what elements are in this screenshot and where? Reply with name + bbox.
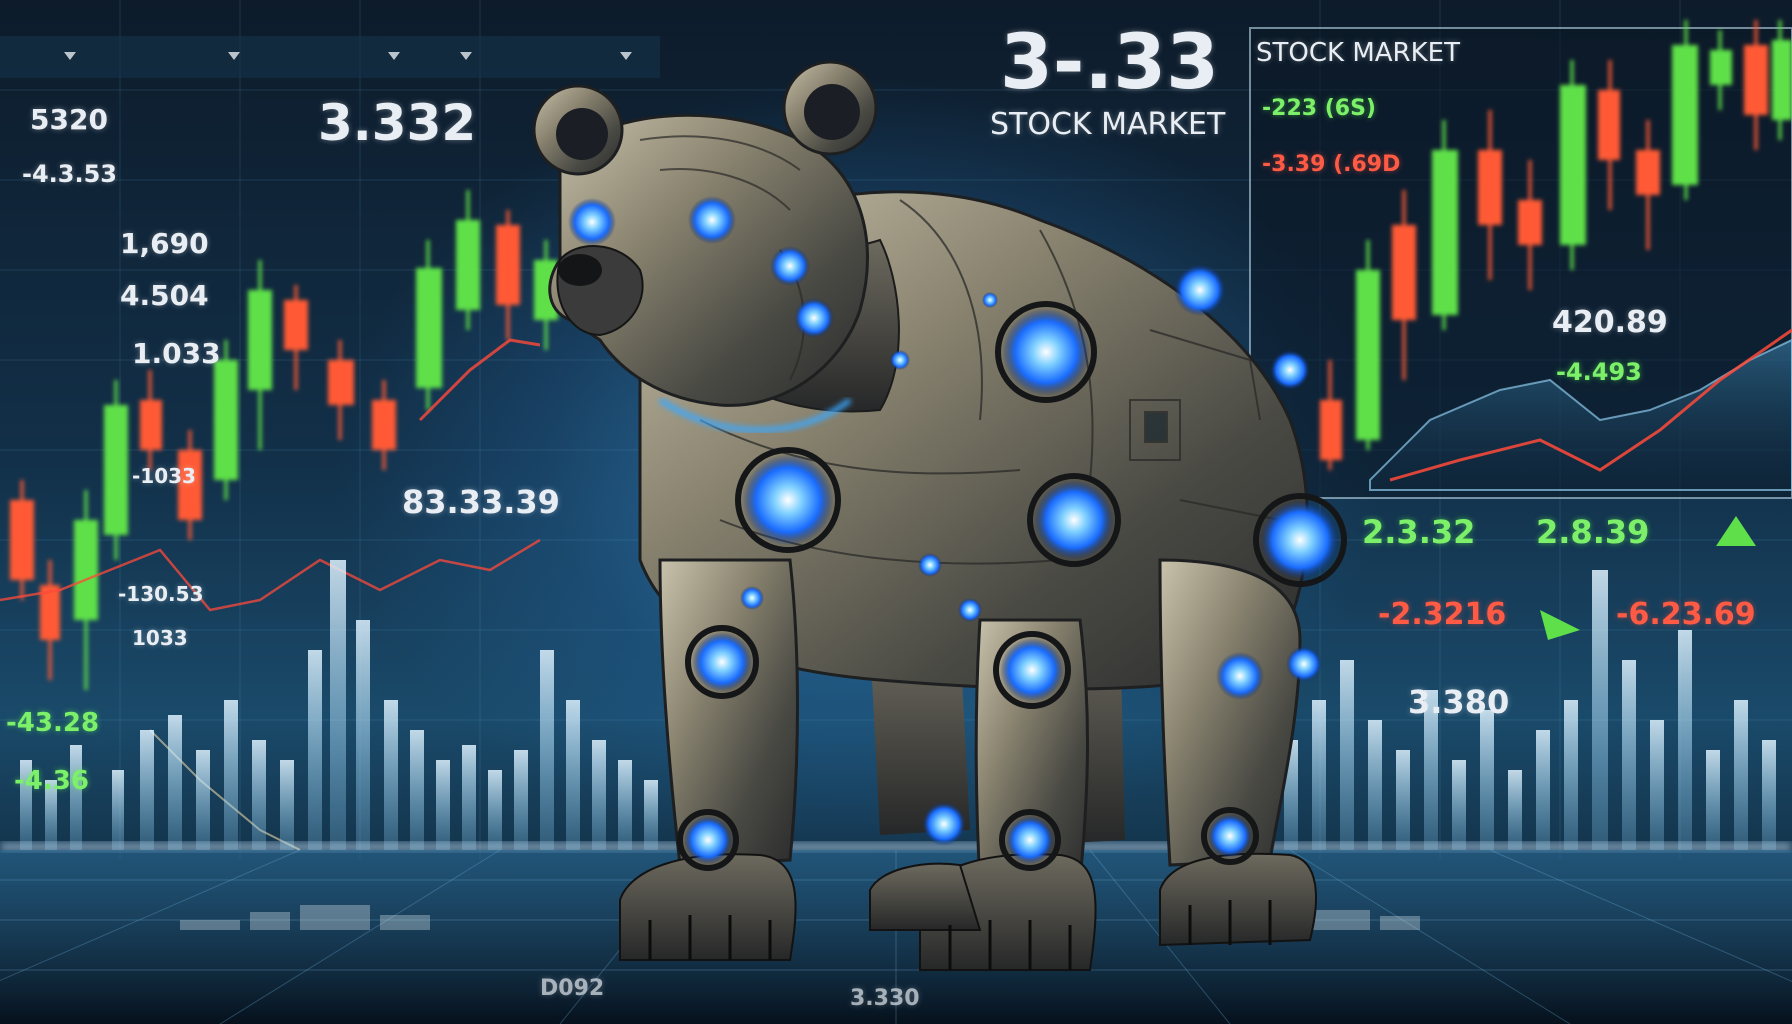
bear-hind-leg-near <box>1158 558 1302 867</box>
right-quote-white-1: 3.380 <box>1408 683 1510 721</box>
body-panels <box>699 199 1281 565</box>
trend-line-right <box>1389 328 1792 482</box>
panel-up-quote: -223 (6S) <box>1262 96 1376 121</box>
headline-title: STOCK MARKET <box>990 107 1226 142</box>
left-value-1: 5320 <box>30 103 108 136</box>
bear-ear-right-inner <box>804 84 860 140</box>
floor-label-2: 3.330 <box>850 986 920 1011</box>
panel-value: 420.89 <box>1552 305 1668 340</box>
light-rings <box>677 301 1347 871</box>
left-value-4: 4.504 <box>120 279 209 312</box>
left-value-9: -43.28 <box>6 708 100 738</box>
trend-line-left <box>0 538 541 612</box>
bear-nose <box>558 254 602 286</box>
headline-number: 3-.33 <box>1000 17 1220 106</box>
bear-front-leg-near <box>658 558 799 867</box>
panel-change: -4.493 <box>1556 358 1642 386</box>
candlesticks-left <box>10 190 558 690</box>
left-value-10: -4.36 <box>14 766 89 796</box>
histogram-left <box>20 560 658 850</box>
panel-title: STOCK MARKET <box>1256 38 1460 68</box>
floor-label-1: D092 <box>540 976 605 1001</box>
left-mid-value: 83.33.39 <box>402 483 560 521</box>
bear-eyes <box>568 196 736 246</box>
bear-ear-left-inner <box>556 108 608 160</box>
toolbar-strip <box>0 36 660 78</box>
body-lights <box>684 246 1340 864</box>
left-value-8: 1033 <box>132 626 188 650</box>
right-quote-green-1: 2.3.32 <box>1362 513 1476 551</box>
right-quote-red-2: -6.23.69 <box>1616 597 1756 632</box>
bear-paws <box>619 852 1317 971</box>
left-value-7: -130.53 <box>118 582 204 606</box>
right-quote-red-1: -2.3216 <box>1378 597 1507 632</box>
collar-glow <box>658 397 852 433</box>
right-quote-green-2: 2.8.39 <box>1536 513 1650 551</box>
candlesticks-right <box>1320 20 1792 470</box>
left-top-value: 3.332 <box>318 94 477 152</box>
left-value-6: -1033 <box>132 464 196 488</box>
horizon-glow <box>0 842 1792 852</box>
left-value-2: -4.3.53 <box>22 160 117 188</box>
panel-down-quote: -3.39 (.69D <box>1262 152 1401 177</box>
paw-claws <box>648 900 1272 970</box>
trend-line-left-upper <box>418 338 541 422</box>
left-value-3: 1,690 <box>120 227 209 260</box>
bear-front-leg-far <box>870 640 970 835</box>
area-chart-right <box>1369 338 1792 491</box>
left-value-5: 1.033 <box>132 337 221 370</box>
